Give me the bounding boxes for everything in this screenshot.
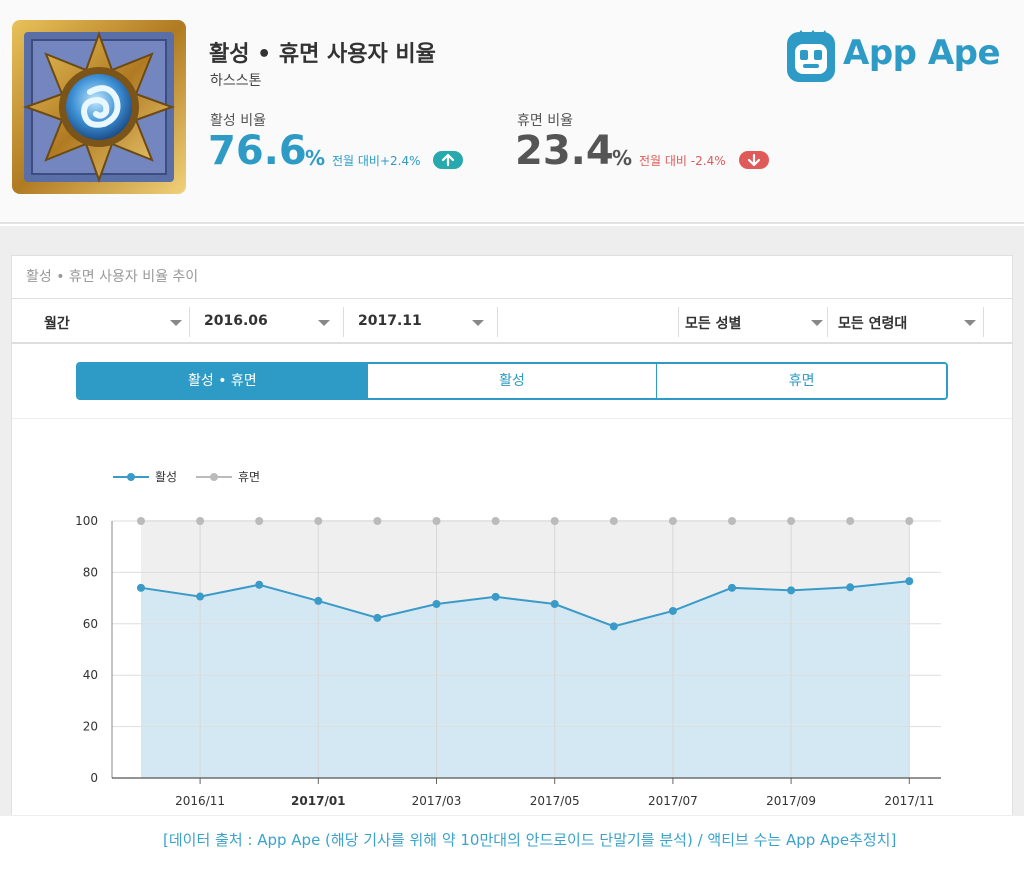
view-tabs: 활성 • 휴면 활성 휴면 (76, 362, 948, 400)
chevron-down-icon (811, 320, 823, 326)
dormant-ratio-label: 휴면 비율 (517, 113, 573, 129)
arrow-up-icon (433, 151, 463, 169)
age-select[interactable]: 모든 연령대 (832, 307, 984, 337)
active-ratio-change: 전월 대비+2.4% (332, 154, 421, 168)
chevron-down-icon (318, 320, 330, 326)
end-date-select[interactable]: 2017.11 (352, 307, 498, 337)
period-select[interactable]: 월간 (40, 307, 190, 337)
dormant-ratio-unit: % (612, 146, 633, 170)
active-ratio-value: 76.6 (208, 128, 307, 174)
end-date-value: 2017.11 (358, 313, 422, 329)
app-ape-logo-text: App Ape (843, 33, 1001, 73)
data-source-footnote: [데이터 출처 : App Ape (해당 기사를 위해 약 10만대의 안드로… (163, 831, 897, 849)
arrow-down-icon (739, 151, 769, 169)
divider (12, 418, 1012, 419)
period-select-value: 월간 (44, 316, 70, 332)
chevron-down-icon (964, 320, 976, 326)
card-title: 활성 • 휴면 사용자 비율 추이 (26, 269, 199, 285)
tab-active[interactable]: 활성 (367, 364, 658, 398)
active-ratio-label: 활성 비율 (210, 113, 266, 129)
dormant-ratio-value: 23.4 (515, 128, 614, 174)
tab-active-dormant[interactable]: 활성 • 휴면 (78, 364, 368, 398)
app-ape-logo-icon (787, 30, 835, 82)
app-name: 하스스톤 (210, 73, 262, 89)
age-select-value: 모든 연령대 (838, 316, 908, 332)
chevron-down-icon (170, 320, 182, 326)
chevron-down-icon (472, 320, 484, 326)
start-date-select[interactable]: 2016.06 (198, 307, 344, 337)
page-title: 활성 • 휴면 사용자 비율 (209, 42, 436, 67)
filter-row: 월간 2016.06 2017.11 모든 성별 모든 연령대 (12, 298, 1012, 344)
gender-select-value: 모든 성별 (685, 316, 742, 332)
dormant-ratio-change: 전월 대비 -2.4% (639, 154, 726, 168)
trend-card: 활성 • 휴면 사용자 비율 추이 월간 2016.06 2017.11 모든 … (11, 255, 1013, 815)
tab-dormant[interactable]: 휴면 (657, 364, 946, 398)
summary-header: 활성 • 휴면 사용자 비율 하스스톤 활성 비율 76.6 % 전월 대비+2… (0, 0, 1024, 224)
start-date-value: 2016.06 (204, 313, 268, 329)
hearthstone-icon (12, 20, 186, 194)
gender-select[interactable]: 모든 성별 (678, 307, 828, 337)
active-ratio-unit: % (305, 146, 326, 170)
